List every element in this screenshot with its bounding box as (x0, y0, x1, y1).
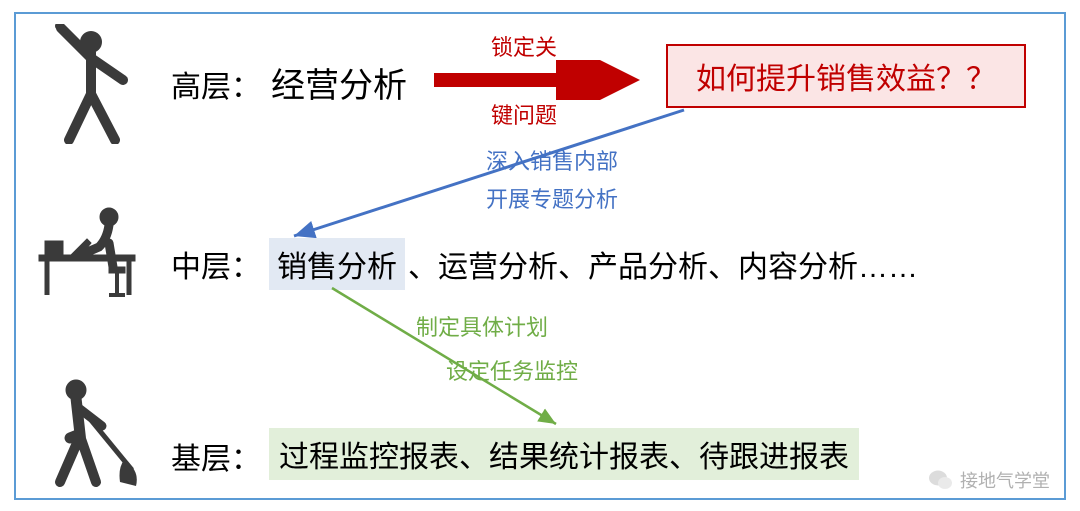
blue-arrow-icon (276, 104, 696, 254)
top-result-box: 如何提升销售效益？？ (666, 44, 1026, 108)
middle-rest-text: 、运营分析、产品分析、内容分析…… (408, 242, 918, 286)
top-label: 高层： (171, 62, 261, 106)
red-arrow-icon (426, 60, 656, 100)
top-main-text: 经营分析 (271, 58, 407, 107)
blue-arrow-label-2: 开展专题分析 (486, 182, 618, 214)
bottom-label: 基层： (171, 434, 261, 478)
green-arrow-label-2: 设定任务监控 (446, 354, 578, 386)
bottom-highlight: 过程监控报表、结果统计报表、待跟进报表 (269, 428, 859, 480)
diagram-frame: 高层： 经营分析 锁定关 键问题 如何提升销售效益？？ 深入销售内部 开展专题分… (14, 12, 1066, 500)
red-arrow-label-1: 锁定关 (491, 30, 557, 62)
green-arrow-label-1: 制定具体计划 (416, 310, 548, 342)
middle-label: 中层： (171, 242, 261, 286)
celebrate-person-icon (26, 24, 156, 144)
dig-person-icon (26, 374, 156, 494)
desk-person-icon (26, 194, 156, 304)
watermark-text: 接地气学堂 (960, 467, 1050, 493)
wechat-icon (928, 467, 954, 493)
blue-arrow-label-1: 深入销售内部 (486, 144, 618, 176)
watermark: 接地气学堂 (928, 467, 1050, 493)
